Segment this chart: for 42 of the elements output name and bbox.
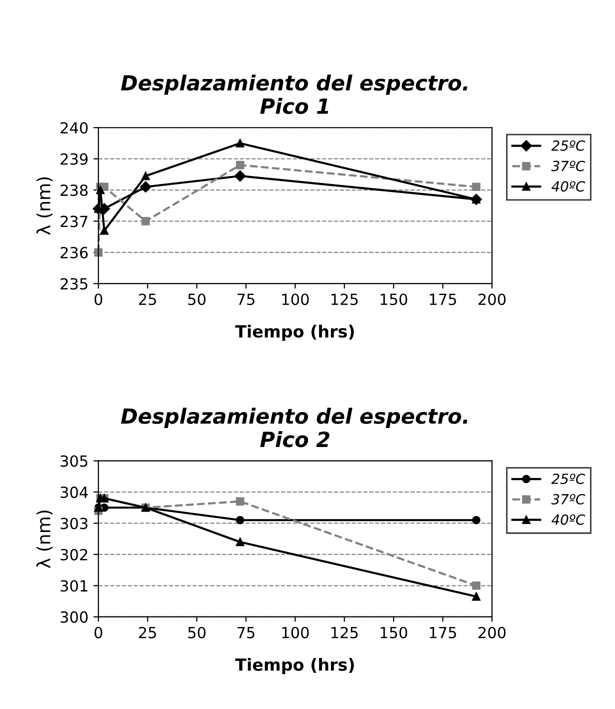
y-tick-label: 237: [60, 216, 88, 228]
y-tick-label: 238: [60, 184, 88, 196]
x-tick-label: 75: [238, 294, 254, 306]
x-tick-label: 175: [430, 627, 456, 638]
x-tick-label: 100: [282, 294, 309, 306]
chart-title: Desplazamiento del espectro. Pico 1: [121, 74, 468, 114]
legend-label: 37ºC: [551, 160, 586, 172]
x-tick-label: 125: [331, 626, 358, 638]
y-tick-label: 239: [60, 153, 88, 165]
y-tick-label: 300: [60, 611, 88, 623]
legend-label: 25ºC: [551, 474, 586, 484]
x-tick-label: 0: [94, 626, 102, 638]
y-axis-title: λ (nm): [36, 510, 53, 568]
x-axis-title: Tiempo (hrs): [235, 658, 354, 674]
x-tick-label: 125: [331, 294, 358, 306]
y-tick-label: 303: [60, 518, 88, 530]
x-tick-label: 200: [478, 626, 506, 638]
x-tick-label: 150: [380, 294, 408, 306]
legend-label: 37ºC: [551, 494, 586, 504]
x-tick-label: 25: [139, 294, 156, 306]
y-axis-title: λ (nm): [36, 177, 53, 235]
y-tick-label: 236: [60, 246, 88, 258]
x-tick-label: 25: [139, 626, 156, 638]
legend-label: 40ºC: [552, 514, 586, 525]
legend-label: 40ºC: [552, 181, 586, 192]
x-tick-label: 175: [430, 294, 456, 306]
y-tick-label: 235: [60, 278, 88, 290]
x-tick-label: 100: [282, 626, 309, 638]
chart-title: Desplazamiento del espectro. Pico 2: [121, 408, 468, 448]
x-tick-label: 0: [94, 294, 102, 306]
legend-label: 25ºC: [551, 140, 586, 151]
x-tick-label: 200: [478, 294, 506, 306]
y-tick-label: 304: [60, 486, 88, 498]
x-tick-label: 75: [238, 627, 254, 638]
y-tick-label: 305: [60, 455, 88, 467]
y-tick-label: 302: [60, 548, 88, 560]
x-axis-title: Tiempo (hrs): [235, 324, 354, 341]
y-tick-label: 301: [60, 580, 88, 592]
x-tick-label: 150: [380, 626, 408, 638]
x-tick-label: 50: [188, 294, 206, 306]
x-tick-label: 50: [188, 626, 206, 638]
y-tick-label: 240: [60, 122, 88, 134]
